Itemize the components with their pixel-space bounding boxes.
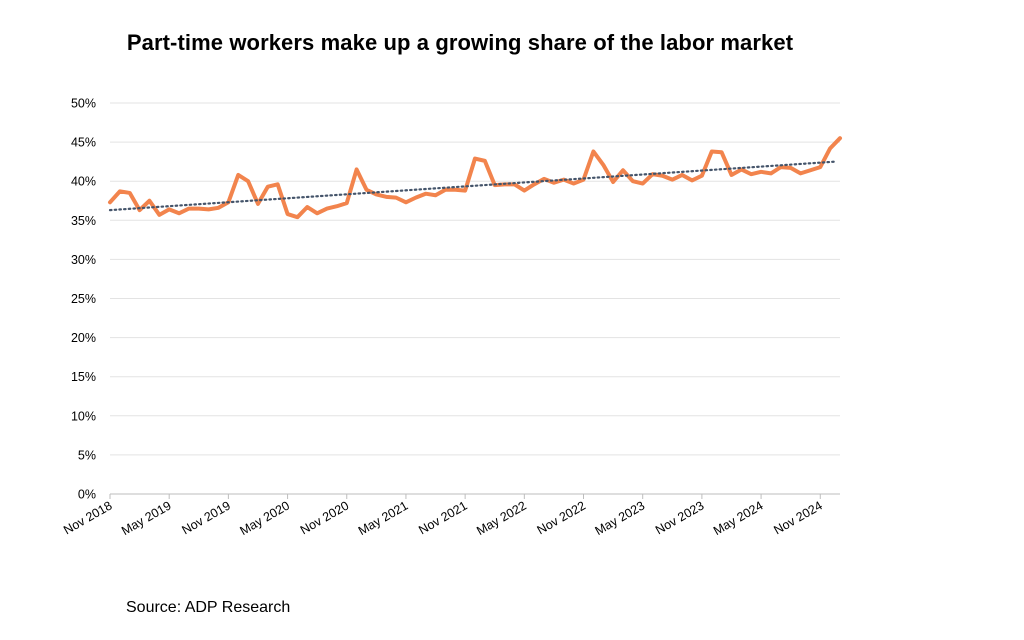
y-tick-label: 0% <box>78 488 96 502</box>
y-tick-label: 30% <box>71 253 96 267</box>
y-tick-label: 15% <box>71 370 96 384</box>
x-tick-label: Nov 2023 <box>653 498 706 537</box>
y-tick-label: 10% <box>71 409 96 423</box>
x-tick-label: May 2021 <box>356 498 411 538</box>
y-tick-label: 35% <box>71 214 96 228</box>
series-line <box>110 138 840 217</box>
x-tick-label: Nov 2019 <box>180 498 233 537</box>
x-tick-label: May 2022 <box>474 498 529 538</box>
source-note: Source: ADP Research <box>126 599 290 617</box>
x-tick-label: Nov 2024 <box>771 498 824 537</box>
x-tick-label: May 2023 <box>593 498 648 538</box>
x-axis: Nov 2018May 2019Nov 2019May 2020Nov 2020… <box>61 494 840 538</box>
x-tick-label: May 2024 <box>711 498 766 538</box>
x-tick-label: Nov 2018 <box>61 498 114 537</box>
gridlines <box>110 103 840 455</box>
plot-area <box>110 138 840 217</box>
x-tick-label: May 2019 <box>119 498 174 538</box>
y-axis-ticks: 0% 5% 10% 15% 20% 25% 30% 35% 40% 45% 50% <box>71 97 96 502</box>
x-tick-label: May 2020 <box>238 498 293 538</box>
y-tick-label: 50% <box>71 97 96 111</box>
y-tick-label: 25% <box>71 292 96 306</box>
y-tick-label: 20% <box>71 331 96 345</box>
x-tick-label: Nov 2020 <box>298 498 351 537</box>
y-tick-label: 5% <box>78 448 96 462</box>
y-tick-label: 45% <box>71 136 96 150</box>
x-tick-label: Nov 2022 <box>535 498 588 537</box>
y-tick-label: 40% <box>71 175 96 189</box>
x-tick-label: Nov 2021 <box>416 498 469 537</box>
